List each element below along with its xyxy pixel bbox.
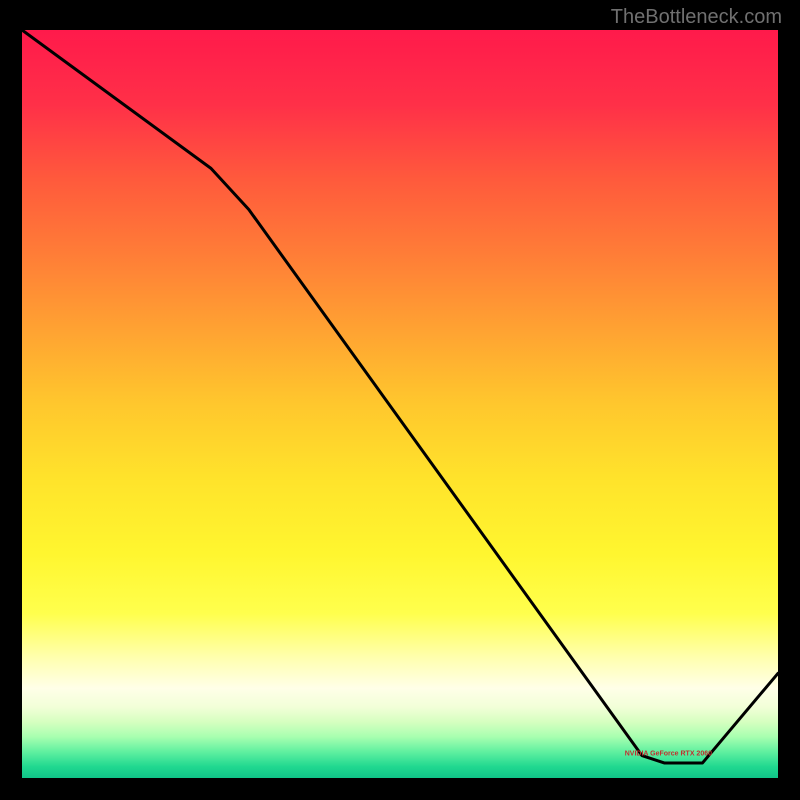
watermark-text: TheBottleneck.com	[611, 6, 782, 29]
chart-line-path	[22, 30, 778, 763]
chart-line-svg	[22, 30, 778, 778]
chart-bottom-label: NVIDIA GeForce RTX 2060	[625, 751, 712, 758]
chart-plot-area: NVIDIA GeForce RTX 2060	[22, 30, 778, 778]
